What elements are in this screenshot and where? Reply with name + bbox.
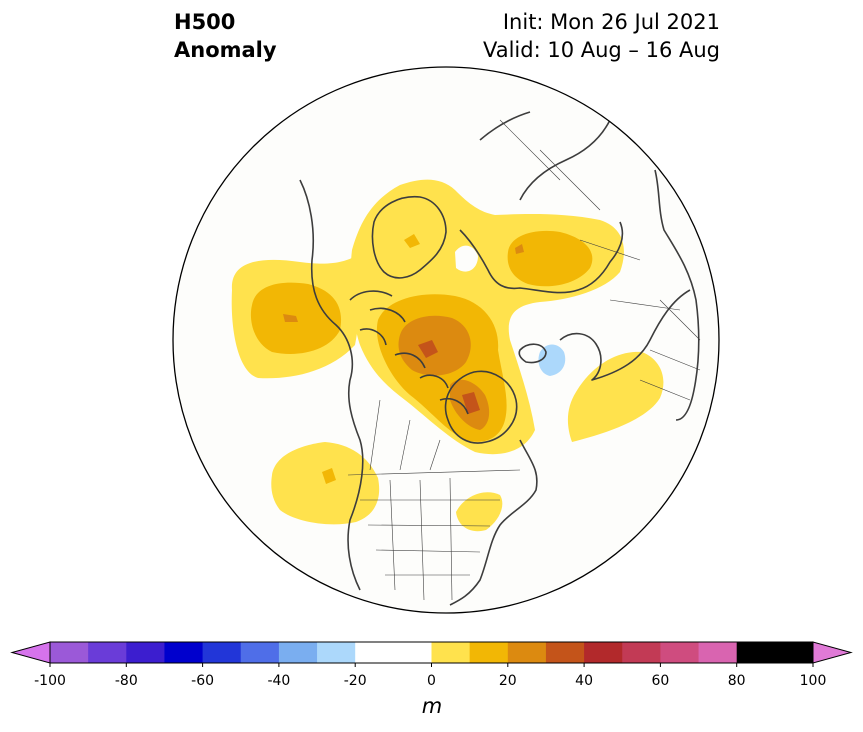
border-us-states-a	[360, 499, 500, 576]
colorbar-segment	[88, 642, 127, 663]
title-type: Anomaly	[174, 38, 277, 62]
colorbar-segment	[240, 642, 280, 663]
coastline-siberia	[479, 111, 611, 201]
anomaly-peak-siberia	[515, 244, 524, 254]
coastline-eurasia	[459, 221, 624, 294]
colorbar-tick-label: -100	[34, 673, 66, 689]
coastline-greenland	[371, 196, 447, 279]
coastline-europe	[654, 169, 700, 421]
colorbar-segment	[355, 642, 394, 663]
anomaly-core-ne-pacific	[322, 468, 336, 484]
colorbar-segment	[507, 642, 547, 663]
border-us-states-b	[389, 477, 453, 601]
polar-map	[172, 66, 720, 614]
colorbar-tick-label: 20	[498, 673, 517, 689]
colorbar-segment	[317, 642, 356, 663]
border-canada-us	[347, 469, 521, 476]
colorbar-extend-max	[812, 641, 853, 664]
colorbar-segment	[164, 642, 204, 663]
anomaly-peak-hudson	[462, 392, 480, 414]
political-borders	[347, 119, 701, 601]
colorbar-segment	[278, 642, 318, 663]
colorbar-segment	[698, 642, 738, 663]
colorbar-extend-min	[10, 641, 51, 664]
colorbar-tick-label: 100	[799, 673, 827, 689]
colorbar-tick-label: -20	[343, 673, 367, 689]
map-dates: Init: Mon 26 Jul 2021 Valid: 10 Aug – 16…	[483, 8, 720, 64]
colorbar-tick-label: 40	[575, 673, 594, 689]
title-variable: H500	[174, 10, 236, 34]
coastline-iceland	[518, 343, 547, 364]
colorbar-segment	[469, 642, 509, 663]
colorbar-segment	[622, 642, 661, 663]
valid-range: Valid: 10 Aug – 16 Aug	[482, 38, 720, 62]
coastlines	[299, 111, 700, 606]
colorbar-segment	[202, 642, 242, 663]
colorbar-tick-label: 60	[651, 673, 670, 689]
border-europe	[639, 299, 701, 401]
coastline-scandinavia	[559, 289, 691, 381]
colorbar-segment	[431, 642, 471, 663]
colorbar-segment	[774, 642, 814, 663]
coastline-alaska	[299, 179, 364, 591]
anomaly-region-great-lakes	[456, 492, 503, 532]
anomaly-region-ne-pacific	[271, 442, 380, 525]
anomaly-gap-arctic	[455, 245, 478, 272]
border-russia	[499, 119, 681, 311]
init-date: Init: Mon 26 Jul 2021	[502, 10, 720, 34]
colorbar-segment	[393, 642, 432, 663]
colorbar-tick-label: 80	[727, 673, 746, 689]
coastline-canadian-archipelago	[349, 290, 469, 415]
anomaly-core-siberia	[507, 230, 593, 287]
colorbar-segments	[50, 642, 814, 663]
anomaly-fill-layer	[231, 179, 664, 532]
anomaly-spot-greenland	[404, 234, 420, 248]
anomaly-region-barents-low	[538, 344, 566, 376]
colorbar-tick-label: 0	[427, 673, 436, 689]
coastline-east-north-america	[449, 439, 538, 606]
anomaly-peak-north-pacific	[283, 314, 298, 322]
anomaly-region-north-atlantic	[567, 351, 664, 442]
colorbar-ticks	[49, 663, 814, 667]
colorbar-segment	[126, 642, 165, 663]
map-title: H500 Anomaly	[174, 8, 277, 64]
colorbar-tick-label: -40	[267, 673, 291, 689]
colorbar-segment	[584, 642, 623, 663]
colorbar-segment	[736, 642, 776, 663]
coastline-hudson-bay	[444, 370, 518, 444]
colorbar-tick-label: -60	[191, 673, 215, 689]
colorbar-segment	[545, 642, 585, 663]
anomaly-peak-arctic-canada	[418, 340, 438, 358]
colorbar-unit-label: m	[421, 694, 443, 718]
colorbar-segment	[660, 642, 700, 663]
globe-outline	[172, 66, 720, 614]
border-canada-provinces	[369, 399, 441, 471]
colorbar-tick-label: -80	[114, 673, 138, 689]
colorbar-segment	[50, 642, 89, 663]
